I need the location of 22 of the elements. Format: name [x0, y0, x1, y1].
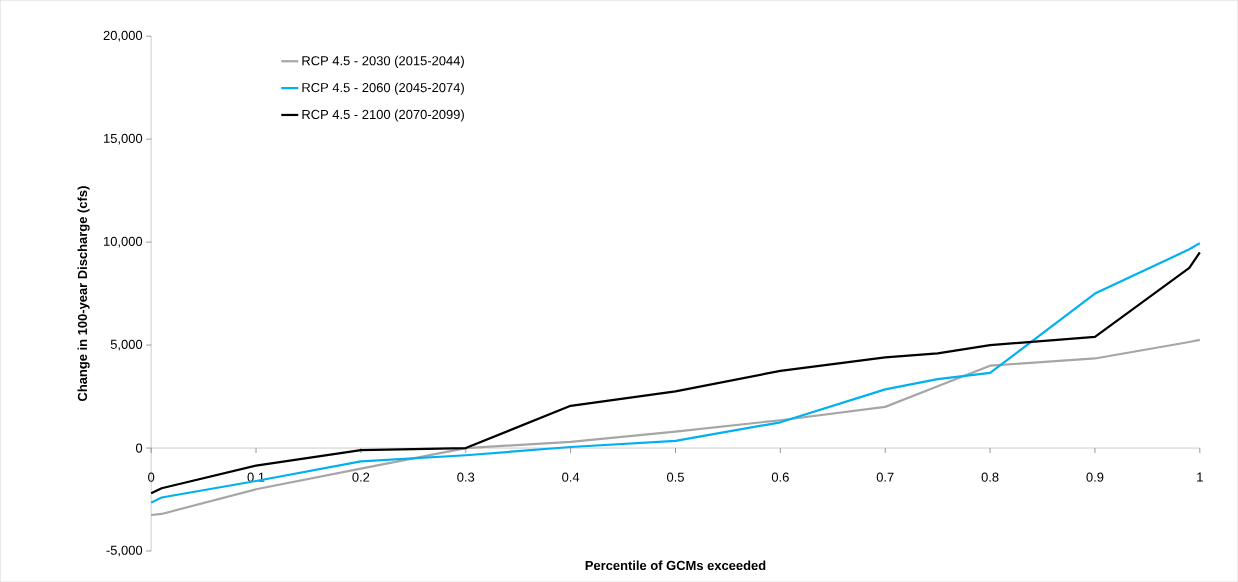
legend-label: RCP 4.5 - 2100 (2070-2099): [302, 109, 464, 122]
y-tick-label: 0: [135, 443, 143, 453]
y-axis-title: Change in 100-year Discharge (cfs): [77, 186, 90, 401]
x-tick-label: 1: [1197, 472, 1203, 482]
x-tick-label: 0.7: [876, 472, 894, 482]
x-tick-label: 0.8: [981, 472, 999, 482]
x-tick-label: 0: [148, 472, 155, 482]
line-series: [150, 338, 1201, 516]
x-tick-label: 0.5: [666, 472, 684, 482]
x-tick-label: 0.2: [352, 472, 370, 482]
x-tick-label: 0.9: [1086, 472, 1104, 482]
y-tick-label: 15,000: [104, 133, 143, 145]
x-axis-title: Percentile of GCMs exceeded: [585, 560, 766, 570]
x-tick-label: 0.4: [562, 472, 580, 482]
legend-label: RCP 4.5 - 2060 (2045-2074): [302, 82, 464, 95]
y-tick-label: 10,000: [104, 236, 143, 248]
legend-label: RCP 4.5 - 2030 (2015-2044): [302, 55, 464, 68]
y-tick-label: 20,000: [103, 30, 143, 42]
x-tick-label: 0.3: [457, 472, 475, 482]
x-tick-label: 0.6: [771, 472, 789, 482]
y-tick-label: -5,000: [106, 545, 143, 557]
y-tick-label: 5,000: [110, 339, 143, 351]
